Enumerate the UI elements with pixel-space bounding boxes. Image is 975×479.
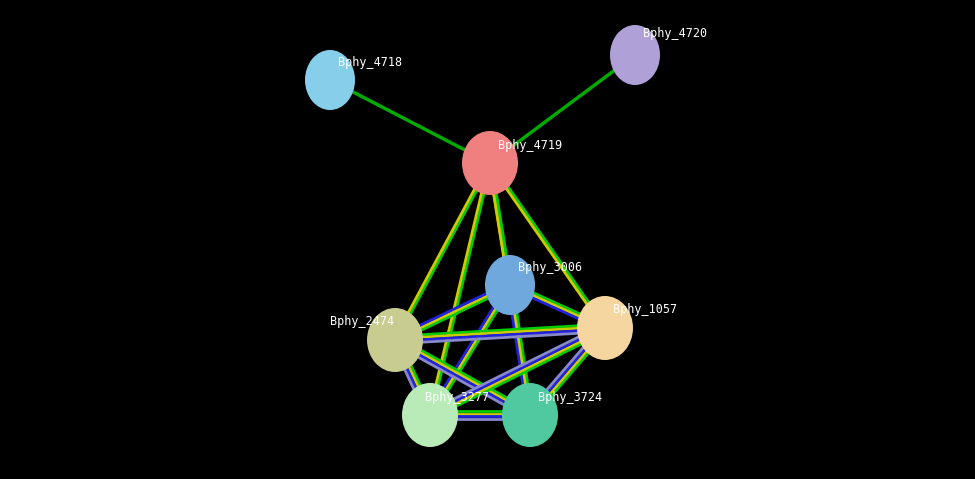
Ellipse shape [485, 255, 535, 315]
Text: Bphy_4719: Bphy_4719 [498, 138, 563, 151]
Ellipse shape [402, 383, 458, 447]
Text: Bphy_4718: Bphy_4718 [338, 56, 402, 68]
Text: Bphy_4720: Bphy_4720 [643, 26, 707, 39]
Ellipse shape [610, 25, 660, 85]
Ellipse shape [305, 50, 355, 110]
Ellipse shape [462, 131, 518, 195]
Text: Bphy_3724: Bphy_3724 [538, 390, 603, 403]
Text: Bphy_3277: Bphy_3277 [425, 390, 489, 403]
Ellipse shape [577, 296, 633, 360]
Ellipse shape [502, 383, 558, 447]
Text: Bphy_3006: Bphy_3006 [518, 261, 582, 274]
Text: Bphy_1057: Bphy_1057 [613, 304, 677, 317]
Ellipse shape [367, 308, 423, 372]
Text: Bphy_2474: Bphy_2474 [330, 316, 394, 329]
